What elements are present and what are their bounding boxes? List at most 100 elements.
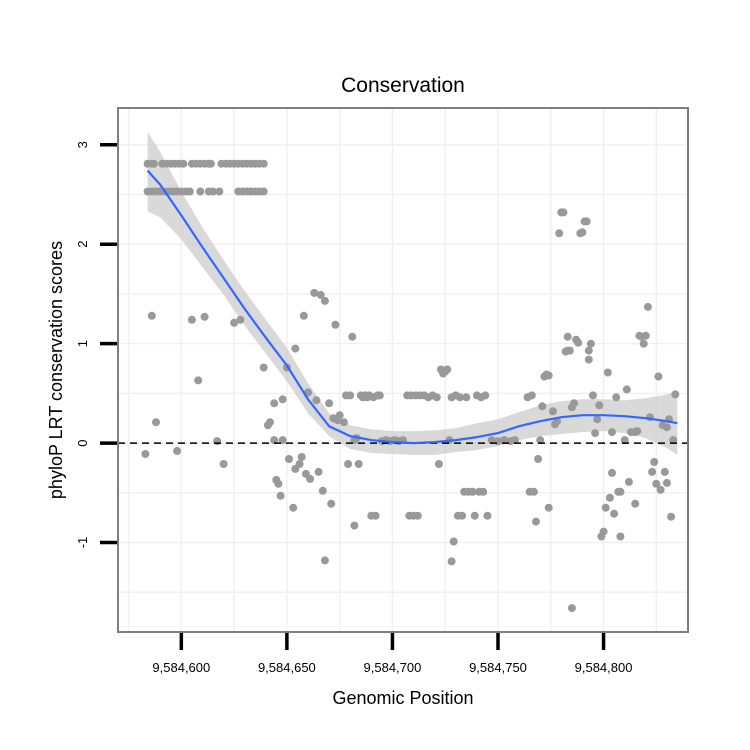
data-point <box>608 428 616 437</box>
data-point <box>236 315 245 324</box>
data-point <box>173 447 182 455</box>
data-point <box>570 399 578 408</box>
points-layer <box>141 159 680 613</box>
data-point <box>335 411 344 420</box>
data-point <box>669 436 678 445</box>
data-point <box>527 391 536 400</box>
data-point <box>230 318 239 327</box>
data-point <box>213 437 222 446</box>
data-point <box>616 532 625 541</box>
data-point <box>187 315 196 324</box>
data-point <box>654 372 663 381</box>
data-point <box>660 467 669 476</box>
data-point <box>584 355 593 364</box>
data-point <box>276 491 285 500</box>
data-point <box>327 499 336 508</box>
data-point <box>548 407 557 416</box>
smooth-line-layer <box>146 169 678 445</box>
data-point <box>318 486 327 495</box>
data-point <box>289 503 298 512</box>
x-tick-label: 9,584,750 <box>469 660 527 675</box>
chart-title: Conservation <box>341 74 465 97</box>
data-point <box>620 436 629 445</box>
y-axis: -1 0 1 2 3 <box>75 141 117 548</box>
data-point <box>449 537 458 546</box>
y-tick-label: 2 <box>75 241 90 248</box>
data-point <box>278 395 287 404</box>
y-tick-label: 3 <box>75 141 90 148</box>
data-point <box>662 423 671 432</box>
data-point <box>312 396 321 405</box>
data-point <box>595 401 604 410</box>
data-point <box>529 487 538 496</box>
y-axis-title: phyloP LRT conservation scores <box>46 241 66 499</box>
data-point <box>534 455 543 463</box>
data-point <box>278 436 287 445</box>
data-point <box>510 436 519 445</box>
data-point <box>483 511 492 520</box>
data-point <box>671 390 680 399</box>
data-point <box>152 418 160 427</box>
data-point <box>285 455 293 463</box>
data-point <box>320 296 329 305</box>
data-point <box>348 332 357 341</box>
data-point <box>291 344 300 353</box>
data-point <box>616 487 625 496</box>
data-point <box>532 517 540 526</box>
confidence-band <box>147 131 678 455</box>
data-point <box>468 487 477 496</box>
data-point <box>179 159 188 168</box>
x-axis: 9,584,600 9,584,650 9,584,700 9,584,750 9,58… <box>152 633 632 675</box>
data-point <box>297 453 306 461</box>
data-point <box>591 429 600 438</box>
data-point <box>567 604 576 613</box>
data-point <box>443 365 452 374</box>
data-point <box>481 391 490 400</box>
data-point <box>610 509 619 518</box>
data-point <box>565 346 574 355</box>
data-point <box>270 436 279 445</box>
y-tick-label: 0 <box>75 439 90 446</box>
x-axis-title: Genomic Position <box>332 688 473 708</box>
data-point <box>470 511 479 520</box>
data-point <box>544 371 553 380</box>
data-point <box>344 460 353 468</box>
data-point <box>147 311 156 320</box>
data-point <box>350 521 359 530</box>
smooth-line <box>146 169 678 445</box>
data-point <box>206 159 215 168</box>
data-point <box>608 468 616 477</box>
data-point <box>314 467 323 476</box>
data-point <box>593 415 602 424</box>
data-point <box>432 393 441 402</box>
data-point <box>434 460 443 468</box>
data-point <box>648 467 657 476</box>
data-point <box>274 479 283 488</box>
data-point <box>578 228 587 237</box>
data-point <box>295 460 304 468</box>
data-point <box>612 393 621 402</box>
x-tick-label: 9,584,650 <box>258 660 316 675</box>
data-point <box>662 478 671 487</box>
data-point <box>266 418 274 427</box>
data-point <box>413 511 422 520</box>
data-point <box>306 474 315 483</box>
data-point <box>601 503 610 512</box>
data-point <box>310 288 319 297</box>
data-point <box>320 556 329 565</box>
data-point <box>559 208 568 217</box>
data-point <box>215 187 224 196</box>
data-point <box>371 511 380 520</box>
data-point <box>354 460 363 468</box>
data-point <box>339 418 348 427</box>
data-point <box>259 363 268 372</box>
data-point <box>259 187 268 196</box>
data-point <box>622 385 631 394</box>
data-point <box>462 393 471 402</box>
x-tick-label: 9,584,700 <box>364 660 422 675</box>
data-point <box>584 346 593 355</box>
data-point <box>624 477 633 486</box>
data-point <box>586 339 595 348</box>
data-point <box>487 436 496 445</box>
